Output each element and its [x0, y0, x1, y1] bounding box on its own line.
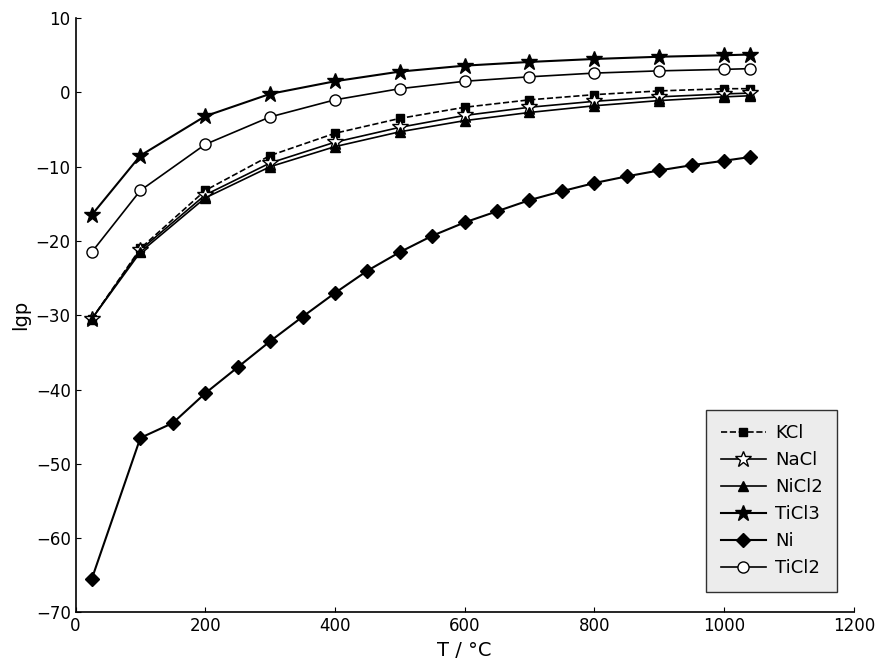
- Legend: KCl, NaCl, NiCl2, TiCl3, Ni, TiCl2: KCl, NaCl, NiCl2, TiCl3, Ni, TiCl2: [706, 409, 837, 592]
- Ni: [87, 575, 97, 583]
- Ni: [589, 179, 600, 187]
- TiCl3: [135, 152, 145, 160]
- NaCl: [200, 191, 211, 199]
- NaCl: [265, 159, 276, 167]
- Ni: [265, 338, 276, 346]
- KCl: [654, 87, 664, 95]
- Ni: [719, 157, 729, 165]
- Line: KCl: KCl: [88, 85, 754, 323]
- TiCl2: [330, 96, 340, 104]
- TiCl2: [654, 67, 664, 75]
- Ni: [167, 419, 178, 427]
- NaCl: [330, 138, 340, 146]
- NaCl: [459, 111, 470, 119]
- NiCl2: [200, 194, 211, 202]
- NiCl2: [394, 127, 405, 136]
- TiCl3: [525, 58, 535, 66]
- NiCl2: [745, 92, 756, 100]
- TiCl3: [265, 90, 276, 98]
- KCl: [330, 130, 340, 138]
- TiCl3: [200, 112, 211, 120]
- NaCl: [394, 123, 405, 132]
- Ni: [362, 266, 373, 274]
- TiCl2: [459, 77, 470, 85]
- Ni: [427, 231, 438, 240]
- Ni: [654, 166, 664, 174]
- NiCl2: [265, 162, 276, 170]
- Ni: [621, 172, 632, 180]
- TiCl2: [589, 69, 600, 77]
- KCl: [265, 152, 276, 160]
- NaCl: [745, 89, 756, 97]
- Line: TiCl2: TiCl2: [86, 63, 756, 258]
- TiCl2: [525, 72, 535, 81]
- Ni: [492, 207, 502, 215]
- KCl: [200, 187, 211, 195]
- Ni: [135, 434, 145, 442]
- TiCl2: [265, 113, 276, 121]
- TiCl2: [719, 65, 729, 73]
- KCl: [135, 244, 145, 252]
- NaCl: [135, 246, 145, 254]
- KCl: [459, 103, 470, 111]
- TiCl3: [330, 77, 340, 85]
- Line: NiCl2: NiCl2: [87, 91, 755, 324]
- X-axis label: T / °C: T / °C: [438, 641, 492, 660]
- NiCl2: [525, 109, 535, 117]
- KCl: [719, 85, 729, 93]
- NiCl2: [654, 97, 664, 105]
- Line: NaCl: NaCl: [83, 85, 758, 327]
- NiCl2: [589, 102, 600, 110]
- TiCl3: [745, 50, 756, 58]
- KCl: [745, 85, 756, 93]
- KCl: [394, 114, 405, 122]
- Ni: [745, 153, 756, 161]
- Ni: [232, 363, 243, 371]
- KCl: [589, 91, 600, 99]
- NiCl2: [330, 143, 340, 151]
- NiCl2: [719, 93, 729, 101]
- KCl: [87, 315, 97, 323]
- TiCl2: [200, 140, 211, 148]
- Ni: [394, 248, 405, 256]
- TiCl3: [654, 53, 664, 61]
- TiCl3: [459, 62, 470, 70]
- Ni: [525, 196, 535, 204]
- NaCl: [654, 93, 664, 101]
- KCl: [525, 96, 535, 104]
- TiCl2: [394, 85, 405, 93]
- Line: TiCl3: TiCl3: [83, 46, 758, 223]
- Ni: [459, 218, 470, 226]
- NaCl: [525, 103, 535, 111]
- Line: Ni: Ni: [87, 152, 755, 584]
- TiCl3: [394, 68, 405, 76]
- Ni: [687, 161, 697, 169]
- TiCl2: [135, 187, 145, 195]
- TiCl2: [745, 64, 756, 72]
- NiCl2: [87, 315, 97, 323]
- Ni: [200, 389, 211, 397]
- Ni: [297, 313, 307, 321]
- TiCl3: [719, 51, 729, 59]
- NiCl2: [459, 117, 470, 125]
- Y-axis label: lgp: lgp: [12, 300, 30, 330]
- NaCl: [87, 315, 97, 323]
- NaCl: [589, 97, 600, 105]
- TiCl3: [589, 55, 600, 63]
- Ni: [330, 289, 340, 297]
- NaCl: [719, 90, 729, 98]
- Ni: [556, 187, 567, 195]
- NiCl2: [135, 248, 145, 256]
- TiCl2: [87, 248, 97, 256]
- TiCl3: [87, 211, 97, 219]
